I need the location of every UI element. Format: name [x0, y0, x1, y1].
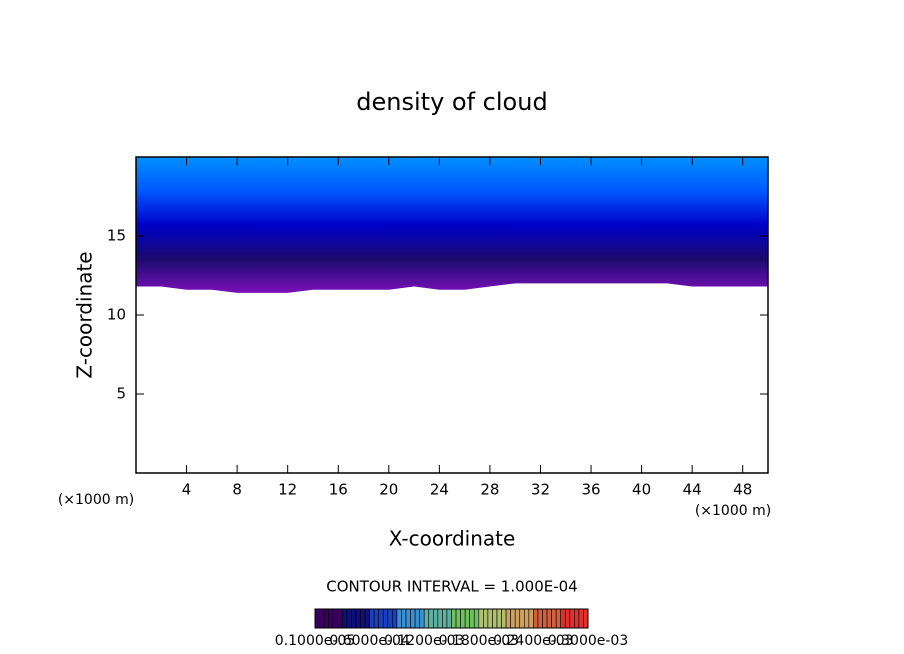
x-tick-label: 12 — [278, 481, 297, 499]
x-axis-label: X-coordinate — [389, 527, 516, 551]
x-tick-label: 8 — [232, 481, 242, 499]
colorbar-label: 0.6000e-04 — [329, 633, 410, 649]
x-unit: (×1000 m) — [695, 503, 771, 519]
colorbar-label: 0.1800e-03 — [439, 633, 519, 649]
colorbar-cell — [523, 608, 530, 629]
colorbar-cell — [510, 608, 516, 629]
colorbar-cell — [514, 608, 521, 629]
colorbar-cell — [537, 608, 543, 629]
x-tick-label: 4 — [182, 481, 192, 499]
colorbar-cell — [360, 608, 366, 629]
colorbar-cell — [428, 608, 434, 629]
y-tick-label: 10 — [107, 306, 126, 324]
colorbar-cell — [396, 608, 402, 629]
y-axis-label: Z-coordinate — [73, 251, 97, 378]
colorbar-cell — [542, 608, 548, 629]
colorbar-cell — [446, 608, 452, 629]
colorbar — [314, 608, 589, 629]
colorbar-cell — [519, 608, 525, 629]
colorbar-cell — [551, 608, 557, 629]
x-tick-label: 36 — [581, 481, 600, 499]
colorbar-label: 0.2400e-03 — [493, 633, 573, 649]
colorbar-cell — [332, 608, 339, 629]
colorbar-cell — [323, 608, 329, 629]
colorbar-cell — [569, 608, 575, 629]
cloud-area — [136, 157, 768, 293]
colorbar-cell — [464, 608, 470, 629]
colorbar-cell — [314, 608, 320, 629]
colorbar-cell — [364, 608, 370, 629]
colorbar-cell — [533, 608, 539, 629]
colorbar-cell — [496, 608, 502, 629]
colorbar-cell — [373, 608, 379, 629]
colorbar-cell — [341, 608, 348, 629]
colorbar-cell — [423, 608, 430, 629]
colorbar-cell — [369, 608, 375, 629]
colorbar-cell — [564, 608, 571, 629]
colorbar-cell — [405, 608, 411, 629]
colorbar-label: 0.1000e-05 — [275, 633, 355, 649]
colorbar-cell — [378, 608, 384, 629]
x-tick-label: 28 — [480, 481, 499, 499]
colorbar-label: 0.1200e-03 — [384, 633, 464, 649]
colorbar-cell — [460, 608, 466, 629]
colorbar-cell — [401, 608, 407, 629]
colorbar-cell — [501, 608, 507, 629]
colorbar-cell — [560, 608, 566, 629]
colorbar-cell — [355, 608, 361, 629]
x-tick-label: 24 — [430, 481, 449, 499]
colorbar-cell — [387, 608, 393, 629]
colorbar-cell — [483, 608, 489, 629]
colorbar-cell — [505, 608, 511, 629]
contour-note: CONTOUR INTERVAL = 1.000E-04 — [326, 578, 577, 596]
colorbar-cell — [337, 608, 343, 629]
colorbar-cell — [451, 608, 457, 629]
x-tick-label: 44 — [683, 481, 702, 499]
colorbar-cell — [473, 608, 480, 629]
colorbar-cell — [346, 608, 352, 629]
x-tick-label: 16 — [329, 481, 348, 499]
colorbar-cell — [437, 608, 443, 629]
colorbar-cell — [419, 608, 425, 629]
y-tick-label: 15 — [107, 227, 126, 245]
colorbar-cell — [442, 608, 448, 629]
colorbar-cell — [410, 608, 416, 629]
colorbar-cell — [382, 608, 389, 629]
colorbar-cell — [432, 608, 439, 629]
colorbar-cell — [478, 608, 484, 629]
colorbar-cell — [328, 608, 334, 629]
y-tick-label: 5 — [116, 385, 126, 403]
colorbar-cell — [492, 608, 498, 629]
chart-title: density of cloud — [356, 88, 547, 116]
colorbar-cell — [469, 608, 475, 629]
x-tick-label: 20 — [379, 481, 398, 499]
colorbar-cell — [414, 608, 420, 629]
colorbar-cell — [574, 608, 580, 629]
colorbar-cell — [555, 608, 562, 629]
x-tick-label: 48 — [733, 481, 752, 499]
colorbar-cell — [392, 608, 398, 629]
colorbar-cell — [455, 608, 461, 629]
colorbar-cell — [487, 608, 493, 629]
colorbar-cell — [528, 608, 534, 629]
x-tick-label: 40 — [632, 481, 651, 499]
colorbar-label: 0.3000e-03 — [548, 633, 628, 649]
colorbar-cell — [583, 608, 589, 629]
colorbar-cell — [546, 608, 552, 629]
x-tick-label: 32 — [531, 481, 550, 499]
colorbar-cell — [319, 608, 325, 629]
colorbar-cell — [351, 608, 357, 629]
colorbar-frame — [314, 608, 589, 629]
colorbar-cell — [578, 608, 584, 629]
y-unit: (×1000 m) — [58, 492, 134, 508]
